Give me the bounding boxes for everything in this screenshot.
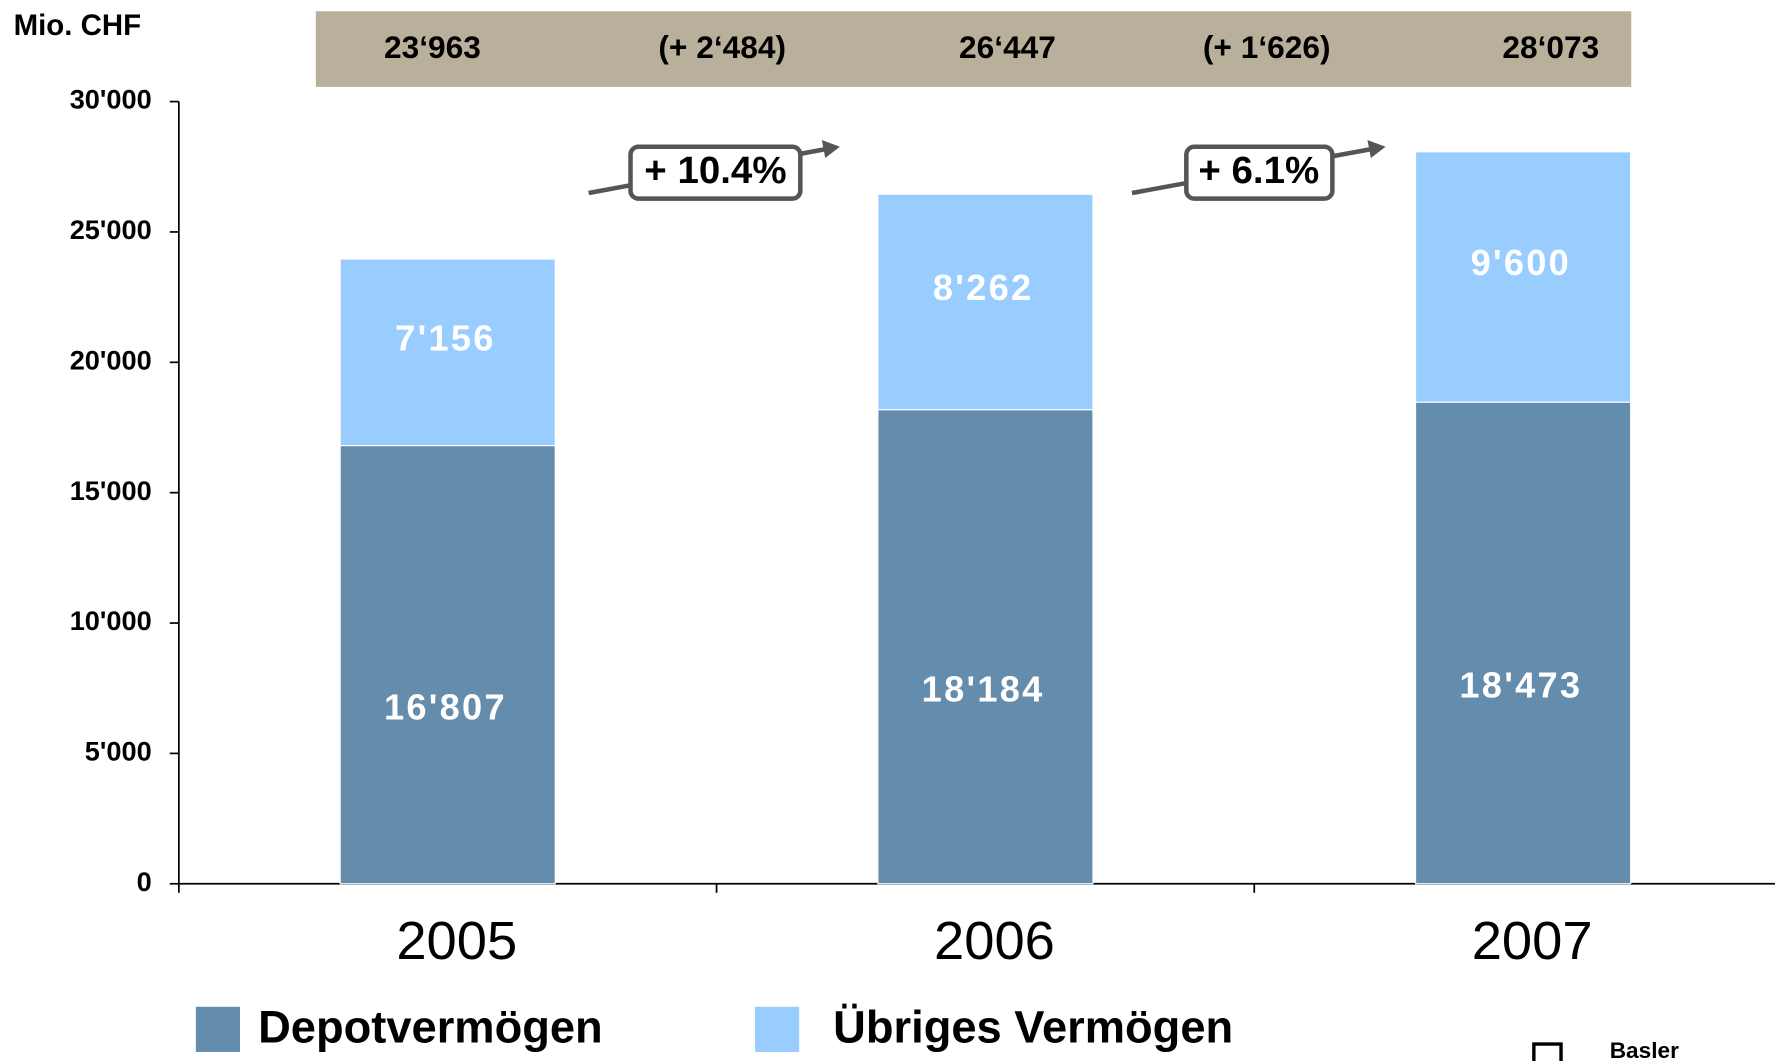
band-text: 28‘073 [1502, 29, 1599, 65]
y-axis-label: Mio. CHF [14, 9, 141, 42]
value-label: 9'600 [1471, 242, 1571, 283]
band-text: 26‘447 [959, 29, 1056, 65]
annotation: + 10.4% [644, 149, 786, 192]
logo-icon [1532, 1042, 1563, 1061]
y-tick-label: 10'000 [70, 605, 152, 636]
band-text: (+ 1‘626) [1203, 29, 1331, 65]
legend-swatch [195, 1006, 240, 1052]
bar-segment [1414, 401, 1632, 885]
growth-arrow [588, 139, 1386, 201]
band-text: 23‘963 [384, 29, 481, 65]
bar-segment [877, 193, 1094, 411]
legend-swatch [755, 1006, 800, 1052]
y-tick-label: 25'000 [70, 214, 152, 245]
summary-band [315, 11, 1632, 87]
bar-segment [339, 444, 556, 885]
y-tick-label: 5'000 [85, 736, 152, 767]
x-tick-label: 2005 [396, 911, 517, 971]
y-tick-label: 20'000 [70, 344, 152, 375]
x-tick-label: 2007 [1472, 911, 1593, 971]
logo: Basler [1610, 1038, 1679, 1061]
value-label: 18'473 [1459, 665, 1582, 706]
annotation: + 6.1% [1198, 149, 1319, 192]
y-tick-label: 0 [137, 866, 152, 897]
legend-label: Depotvermögen [258, 1001, 603, 1052]
bar-segment [339, 258, 556, 447]
value-label: 16'807 [384, 686, 507, 727]
band-text: (+ 2‘484) [658, 29, 786, 65]
bar-segment [877, 409, 1094, 885]
y-tick-label: 15'000 [70, 475, 152, 506]
x-tick-label: 2006 [934, 911, 1055, 971]
y-tick-label: 30'000 [70, 84, 152, 115]
value-label: 7'156 [395, 318, 495, 359]
value-label: 8'262 [933, 267, 1033, 308]
legend-label: Übriges Vermögen [833, 1001, 1233, 1052]
value-label: 18'184 [922, 668, 1045, 709]
bar-segment [1414, 151, 1632, 403]
